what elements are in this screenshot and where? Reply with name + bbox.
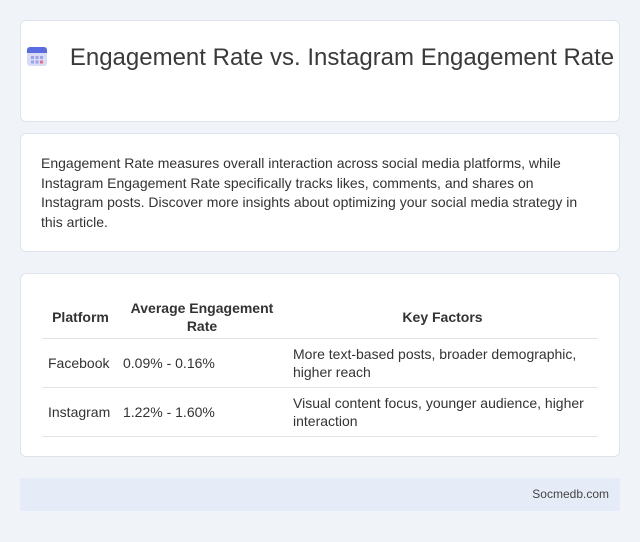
page-title-wrap: Engagement Rate vs. Instagram Engagement… — [21, 43, 619, 72]
table-row: Facebook 0.09% - 0.16% More text-based p… — [42, 337, 598, 387]
cell-rate: 1.22% - 1.60% — [117, 386, 287, 437]
cell-factors: More text-based posts, broader demograph… — [287, 337, 598, 387]
table-header-row: Platform Average Engagement Rate Key Fac… — [42, 296, 598, 338]
calendar-icon — [26, 45, 48, 67]
cell-rate: 0.09% - 0.16% — [117, 337, 287, 387]
page-title: Engagement Rate vs. Instagram Engagement… — [69, 44, 615, 71]
header-average-engagement-rate: Average Engagement Rate — [130, 299, 274, 334]
footer-bar: Socmedb.com — [20, 478, 620, 511]
intro-text: Engagement Rate measures overall interac… — [41, 155, 578, 230]
title-card: Engagement Rate vs. Instagram Engagement… — [20, 20, 620, 122]
cell-platform: Instagram — [42, 386, 117, 437]
table-row: Instagram 1.22% - 1.60% Visual content f… — [42, 386, 598, 437]
header-key-factors: Key Factors — [402, 308, 483, 325]
footer-site-link[interactable]: Socmedb.com — [532, 487, 609, 501]
intro-card: Engagement Rate measures overall interac… — [20, 133, 620, 252]
header-platform: Platform — [52, 308, 109, 325]
cell-platform: Facebook — [42, 337, 117, 387]
comparison-table: Platform Average Engagement Rate Key Fac… — [42, 296, 598, 437]
table-card: Platform Average Engagement Rate Key Fac… — [20, 273, 620, 457]
cell-factors: Visual content focus, younger audience, … — [287, 386, 598, 437]
